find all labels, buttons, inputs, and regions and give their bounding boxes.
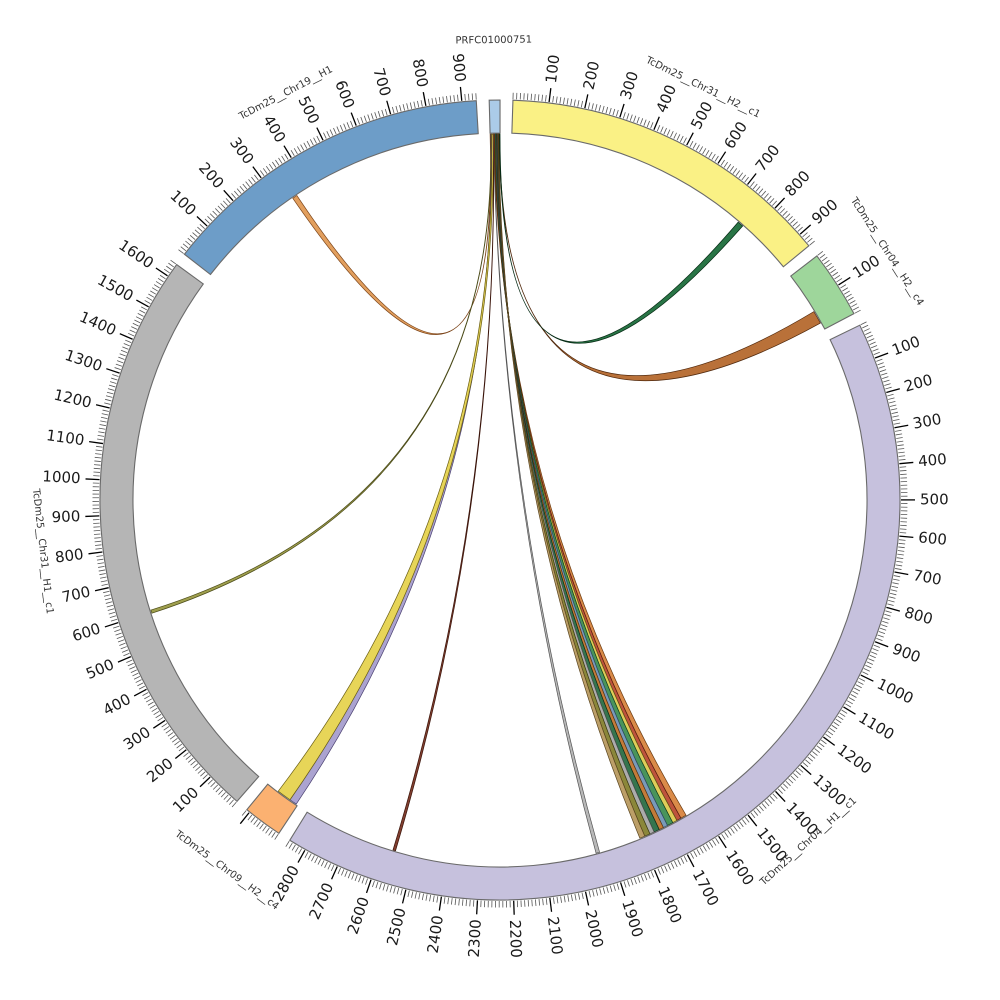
link-ribbon-15-TcDm25__Chr04__H1__c1: [498, 133, 646, 839]
tick-label-TcDm25__Chr31__H1__c1-500: 500: [83, 655, 116, 683]
tick-label-TcDm25__Chr31__H1__c1-200: 200: [143, 754, 177, 786]
link-ribbon-9-TcDm25__Chr04__H1__c1: [494, 133, 674, 826]
tick-label-TcDm25__Chr31__H2__c1-900: 900: [808, 195, 841, 227]
tick-label-TcDm25__Chr31__H1__c1-1400: 1400: [77, 308, 119, 340]
tick-label-TcDm25__Chr31__H2__c1-400: 400: [652, 82, 680, 115]
tick-label-TcDm25__Chr19__H1-900: 900: [449, 52, 470, 82]
segment-arc-TcDm25__Chr31__H2__c1: [511, 99, 810, 268]
tick-label-TcDm25__Chr04__H1__c1-2700: 2700: [305, 880, 337, 922]
tick-label-TcDm25__Chr04__H1__c1-2600: 2600: [344, 895, 373, 937]
segment-label-TcDm25__Chr04__H2__c4: TcDm25__Chr04__H2__c4: [848, 195, 926, 308]
segments-layer: [99, 99, 901, 901]
tick-label-TcDm25__Chr04__H2__c4-100: 100: [849, 251, 883, 282]
tick-label-TcDm25__Chr04__H1__c1-1900: 1900: [618, 898, 647, 940]
link-ribbon-0-TcDm25__Chr19__H1: [292, 133, 492, 335]
tick-label-TcDm25__Chr19__H1-300: 300: [226, 134, 258, 168]
tick-label-TcDm25__Chr19__H1-700: 700: [369, 66, 394, 98]
link-ribbon-1-TcDm25__Chr31__H1__c1: [150, 133, 492, 614]
links-layer: [150, 133, 821, 854]
tick-label-TcDm25__Chr31__H2__c1-800: 800: [781, 167, 814, 200]
tick-label-TcDm25__Chr31__H2__c1-700: 700: [752, 141, 784, 175]
tick-label-TcDm25__Chr04__H1__c1-100: 100: [889, 332, 922, 359]
tick-label-TcDm25__Chr31__H1__c1-700: 700: [60, 583, 92, 607]
tick-label-TcDm25__Chr04__H1__c1-600: 600: [918, 528, 948, 549]
tick-label-TcDm25__Chr04__H1__c1-1000: 1000: [874, 675, 916, 708]
tick-label-TcDm25__Chr19__H1-500: 500: [294, 93, 323, 127]
tick-label-TcDm25__Chr31__H1__c1-1300: 1300: [63, 346, 105, 375]
tick-label-TcDm25__Chr31__H2__c1-200: 200: [580, 60, 604, 92]
tick-label-TcDm25__Chr31__H1__c1-900: 900: [51, 507, 80, 526]
link-ribbon-10-TcDm25__Chr04__H1__c1: [495, 133, 668, 828]
segment-label-TcDm25__Chr31__H1__c1: TcDm25__Chr31__H1__c1: [30, 487, 55, 614]
link-ribbon-3-TcDm25__Chr09__H2__c4: [277, 133, 494, 801]
tick-label-TcDm25__Chr31__H2__c1-300: 300: [616, 69, 642, 102]
tick-label-TcDm25__Chr04__H1__c1-2400: 2400: [424, 914, 447, 954]
tick-label-TcDm25__Chr31__H1__c1-1200: 1200: [52, 386, 93, 412]
tick-label-TcDm25__Chr31__H1__c1-1500: 1500: [94, 271, 136, 305]
tick-label-TcDm25__Chr19__H1-200: 200: [195, 159, 227, 192]
tick-marks-TcDm25__Chr04__H2__c4: [817, 251, 861, 314]
tick-marks-TcDm25__Chr19__H1: [178, 86, 477, 254]
tick-label-TcDm25__Chr04__H1__c1-2200: 2200: [506, 919, 525, 958]
segment-arc-TcDm25__Chr31__H1__c1: [99, 263, 260, 803]
tick-label-TcDm25__Chr31__H1__c1-600: 600: [70, 619, 103, 645]
tick-marks-TcDm25__Chr31__H2__c1: [512, 88, 815, 246]
tick-label-TcDm25__Chr04__H1__c1-200: 200: [902, 371, 934, 396]
tick-label-TcDm25__Chr31__H2__c1-100: 100: [542, 54, 563, 85]
tick-label-TcDm25__Chr04__H1__c1-1800: 1800: [654, 884, 685, 926]
tick-label-TcDm25__Chr31__H2__c1-600: 600: [720, 118, 751, 152]
tick-label-TcDm25__Chr04__H1__c1-500: 500: [920, 490, 949, 508]
link-ribbon-4-TcDm25__Chr04__H1__c1: [392, 133, 495, 852]
tick-label-TcDm25__Chr04__H1__c1-2500: 2500: [383, 906, 409, 947]
segment-label-TcDm25__Chr09__H2__c4: TcDm25__Chr09__H2__c4: [172, 828, 281, 912]
segment-arc-PRFC01000751: [488, 99, 501, 134]
tick-label-TcDm25__Chr31__H1__c1-1000: 1000: [42, 467, 81, 487]
tick-label-TcDm25__Chr04__H1__c1-300: 300: [911, 410, 942, 433]
tick-label-TcDm25__Chr31__H2__c1-500: 500: [687, 99, 716, 133]
tick-label-TcDm25__Chr04__H1__c1-900: 900: [890, 640, 923, 667]
ticks-layer: [85, 86, 915, 915]
segment-arc-TcDm25__Chr04__H2__c4: [789, 255, 855, 330]
tick-marks-TcDm25__Chr09__H2__c4: [239, 810, 279, 840]
tick-label-TcDm25__Chr19__H1-400: 400: [259, 112, 289, 146]
tick-label-TcDm25__Chr31__H1__c1-300: 300: [120, 723, 154, 754]
tick-label-TcDm25__Chr04__H1__c1-700: 700: [912, 566, 943, 589]
tick-label-TcDm25__Chr04__H1__c1-1600: 1600: [722, 847, 758, 889]
segment-arc-TcDm25__Chr19__H1: [183, 100, 479, 276]
tick-label-TcDm25__Chr04__H1__c1-800: 800: [902, 603, 934, 628]
tick-label-TcDm25__Chr04__H1__c1-2100: 2100: [544, 916, 567, 956]
tick-label-TcDm25__Chr04__H1__c1-2300: 2300: [465, 919, 485, 958]
tick-label-TcDm25__Chr31__H1__c1-1100: 1100: [45, 426, 85, 449]
segment-arc-TcDm25__Chr09__H2__c4: [246, 783, 298, 835]
link-ribbon-8-TcDm25__Chr04__H1__c1: [494, 133, 678, 824]
tick-marks-TcDm25__Chr31__H1__c1: [85, 259, 237, 808]
tick-label-TcDm25__Chr04__H1__c1-400: 400: [917, 450, 947, 471]
tick-label-TcDm25__Chr19__H1-800: 800: [409, 57, 432, 88]
segment-label-PRFC01000751: PRFC01000751: [455, 35, 532, 47]
tick-marks-TcDm25__Chr04__H1__c1: [285, 321, 915, 915]
tick-label-TcDm25__Chr31__H1__c1-400: 400: [100, 690, 134, 719]
tick-label-TcDm25__Chr19__H1-600: 600: [331, 78, 358, 111]
segment-arc-TcDm25__Chr04__H1__c1: [288, 324, 901, 901]
link-ribbon-7-TcDm25__Chr04__H1__c1: [493, 133, 682, 821]
tick-label-TcDm25__Chr19__H1-100: 100: [167, 187, 200, 220]
tick-label-TcDm25__Chr04__H1__c1-1100: 1100: [855, 709, 897, 744]
link-ribbon-5-TcDm25__Chr04__H1__c1: [492, 133, 601, 854]
tick-label-TcDm25__Chr31__H1__c1-1600: 1600: [115, 236, 157, 272]
tick-label-TcDm25__Chr04__H1__c1-2000: 2000: [581, 908, 607, 949]
tick-label-TcDm25__Chr04__H1__c1-1700: 1700: [689, 867, 723, 909]
tick-label-TcDm25__Chr04__H1__c1-1200: 1200: [834, 741, 875, 778]
tick-label-TcDm25__Chr31__H1__c1-800: 800: [54, 545, 85, 567]
link-ribbon-17-TcDm25__Chr31__H2__c1: [499, 133, 744, 344]
link-ribbon-16-TcDm25__Chr04__H2__c4: [498, 133, 821, 382]
tick-label-TcDm25__Chr31__H1__c1-100: 100: [169, 783, 202, 816]
link-ribbon-6-TcDm25__Chr04__H1__c1: [493, 133, 687, 819]
